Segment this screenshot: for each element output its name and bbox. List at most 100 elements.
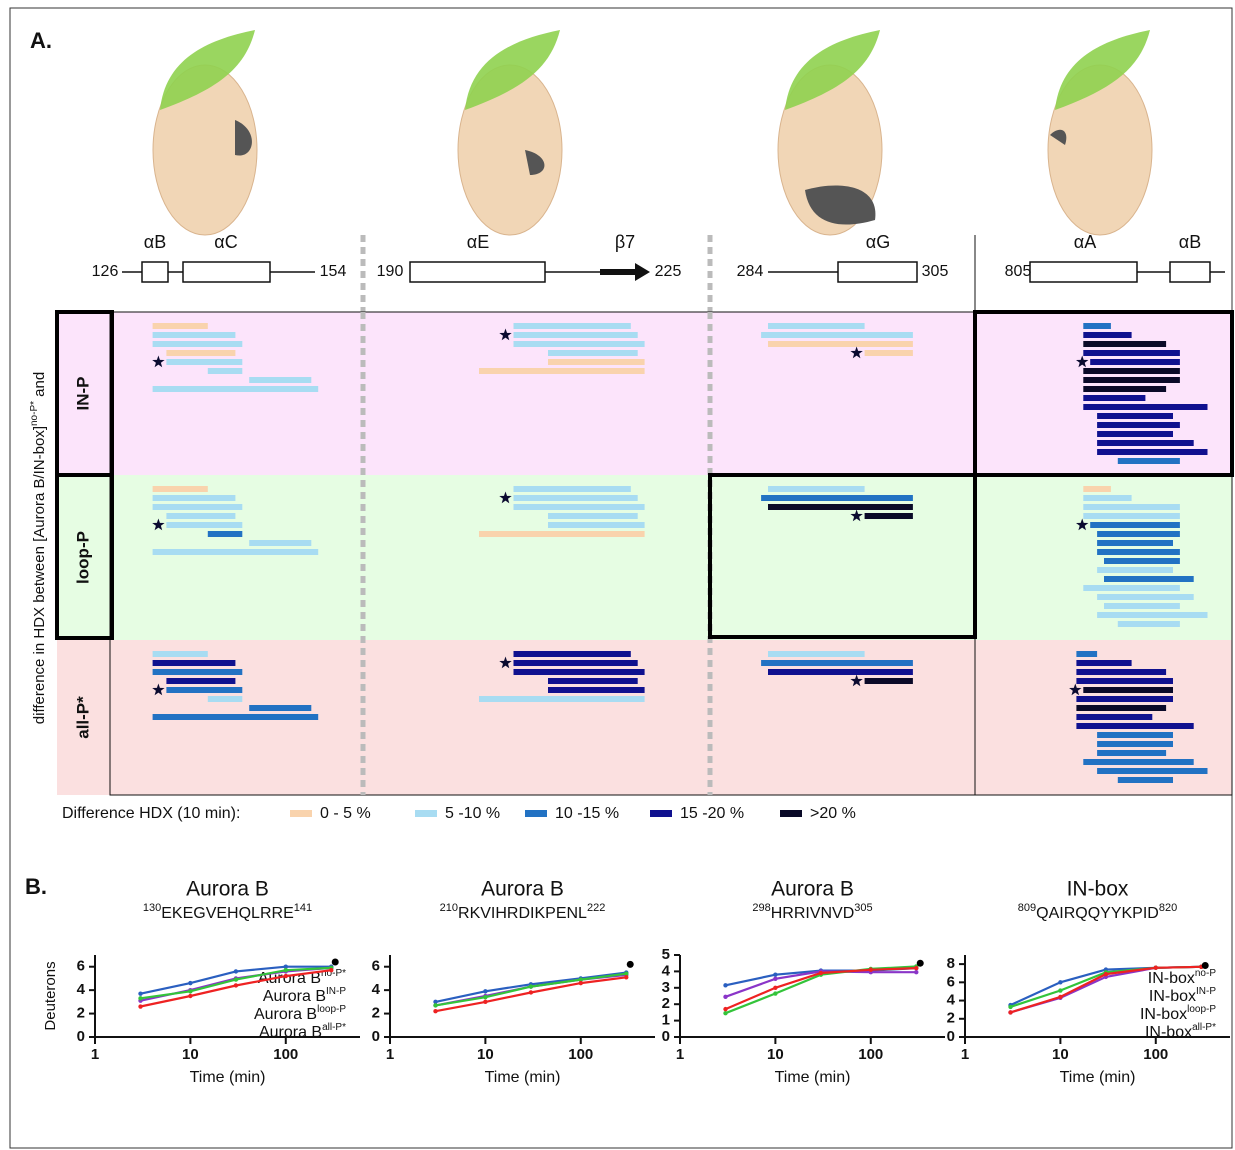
legend-swatch bbox=[415, 810, 437, 817]
residue-label: 126 bbox=[92, 263, 119, 280]
reference-point bbox=[627, 961, 634, 968]
chart-subtitle: 809QAIRQQYYKPID820 bbox=[1018, 902, 1177, 922]
legend-tag: no-P* bbox=[321, 968, 346, 979]
peptide-bar bbox=[153, 332, 236, 338]
peptide-bar bbox=[1083, 377, 1180, 383]
peptide-bar bbox=[1083, 495, 1131, 501]
peptide-bar bbox=[1097, 750, 1166, 756]
peptide-bar bbox=[1083, 323, 1111, 329]
data-point bbox=[773, 972, 777, 976]
peptide-bar bbox=[1090, 359, 1180, 365]
peptide-bar bbox=[514, 495, 638, 501]
data-point bbox=[529, 984, 533, 988]
peptide-bar bbox=[166, 350, 235, 356]
structures bbox=[153, 30, 1152, 235]
legend-label: 15 -20 % bbox=[680, 805, 744, 822]
data-point bbox=[234, 969, 238, 973]
peptide-bar bbox=[479, 368, 645, 374]
data-point bbox=[579, 981, 583, 985]
peptide-bar bbox=[166, 513, 235, 519]
legend-entry: Aurora Bloop-P bbox=[254, 1004, 346, 1023]
peptide-bar bbox=[166, 359, 242, 365]
data-point bbox=[624, 975, 628, 979]
peptide-bar bbox=[249, 705, 311, 711]
chart-title: Aurora B bbox=[481, 878, 564, 901]
peptide-bar bbox=[865, 350, 913, 356]
peptide-bar bbox=[208, 696, 243, 702]
peptide-bar bbox=[1118, 777, 1173, 783]
peptide-bar bbox=[1076, 705, 1166, 711]
row-label: all-P* bbox=[73, 696, 92, 739]
residue-start: 130 bbox=[143, 902, 161, 914]
peptide-bar bbox=[208, 368, 243, 374]
peptide-bar bbox=[1118, 458, 1180, 464]
peptide-bar bbox=[514, 660, 638, 666]
residue-label: 225 bbox=[655, 263, 682, 280]
legend-entry: Aurora Ball-P* bbox=[259, 1022, 346, 1041]
legend-tag: loop-P bbox=[1187, 1004, 1216, 1015]
data-point bbox=[138, 991, 142, 995]
peptide-bar bbox=[514, 341, 645, 347]
y-axis-label: difference in HDX between [Aurora B/IN-b… bbox=[29, 372, 48, 724]
x-axis-label: Time (min) bbox=[775, 1069, 851, 1086]
y-tick-label: 6 bbox=[77, 958, 85, 975]
y-tick-label: 2 bbox=[947, 1010, 955, 1027]
sequence: RKVIHRDIKPENL bbox=[458, 905, 587, 922]
legend-name: Aurora B bbox=[263, 988, 326, 1005]
peptide-bar bbox=[548, 522, 645, 528]
chart-subtitle: 130EKEGVEHQLRRE141 bbox=[143, 902, 312, 922]
element-label: αG bbox=[866, 232, 890, 252]
helix bbox=[183, 262, 270, 282]
y-tick-label: 4 bbox=[372, 981, 381, 998]
peptide-bar bbox=[1097, 567, 1173, 573]
peptide-bar bbox=[761, 332, 913, 338]
peptide-bar bbox=[1083, 504, 1180, 510]
x-tick-label: 10 bbox=[182, 1046, 199, 1063]
residue-label: 805 bbox=[1005, 263, 1032, 280]
data-point bbox=[914, 966, 918, 970]
x-tick-label: 100 bbox=[1143, 1046, 1168, 1063]
legend-tag: IN-P bbox=[1196, 986, 1216, 997]
residue-label: 190 bbox=[377, 263, 404, 280]
peptide-bar bbox=[1097, 549, 1180, 555]
data-point bbox=[914, 970, 918, 974]
peptide-bar bbox=[153, 341, 243, 347]
data-point bbox=[483, 989, 487, 993]
data-point bbox=[188, 989, 192, 993]
legend-label: 10 -15 % bbox=[555, 805, 619, 822]
peptide-bar bbox=[1076, 678, 1173, 684]
y-axis-label: Deuterons bbox=[42, 961, 59, 1030]
peptide-bar bbox=[166, 687, 242, 693]
y-label-text: difference in HDX between [Aurora B/IN-b… bbox=[31, 426, 48, 724]
helix bbox=[1030, 262, 1137, 282]
peptide-bar bbox=[1097, 422, 1180, 428]
data-point bbox=[723, 983, 727, 987]
peptide-bar bbox=[768, 341, 913, 347]
legend-tag: no-P bbox=[1195, 968, 1216, 979]
peptide-bar bbox=[153, 486, 208, 492]
peptide-bar bbox=[1090, 522, 1180, 528]
peptide-bar bbox=[514, 332, 638, 338]
peptide-bar bbox=[514, 651, 631, 657]
peptide-bar bbox=[548, 350, 638, 356]
data-point bbox=[773, 986, 777, 990]
y-tick-label: 1 bbox=[662, 1012, 670, 1029]
data-point bbox=[529, 990, 533, 994]
helix bbox=[838, 262, 917, 282]
peptide-bar bbox=[153, 504, 243, 510]
peptide-bar bbox=[548, 359, 645, 365]
data-point bbox=[1104, 972, 1108, 976]
legend-tag: all-P* bbox=[1192, 1022, 1216, 1033]
peptide-bar bbox=[153, 386, 319, 392]
y-tick-label: 0 bbox=[372, 1028, 380, 1045]
peptide-bar bbox=[514, 323, 631, 329]
legend-name: IN-box bbox=[1148, 970, 1195, 987]
data-point bbox=[869, 968, 873, 972]
peptide-bar bbox=[1083, 341, 1166, 347]
legend-name: Aurora B bbox=[259, 1024, 322, 1041]
data-point bbox=[284, 974, 288, 978]
residue-end: 820 bbox=[1159, 902, 1177, 914]
peptide-bar bbox=[1083, 386, 1166, 392]
peptide-bar bbox=[761, 495, 913, 501]
